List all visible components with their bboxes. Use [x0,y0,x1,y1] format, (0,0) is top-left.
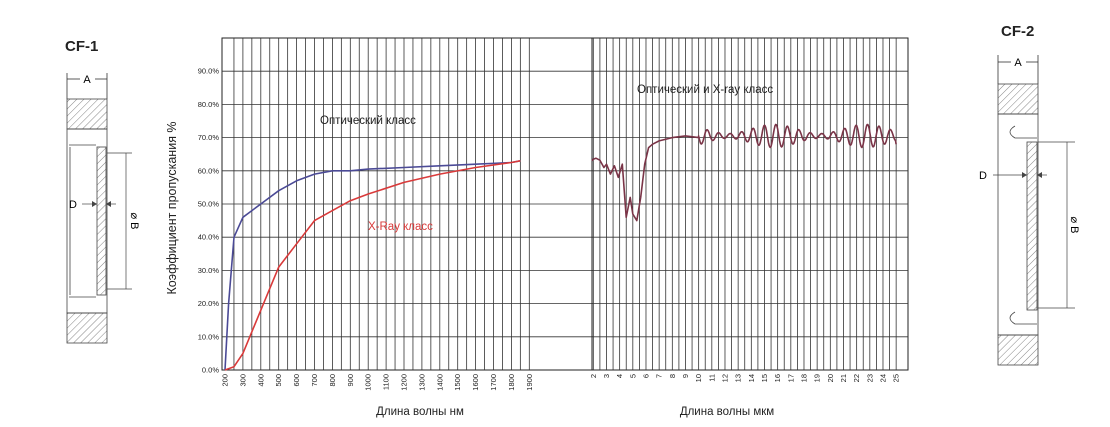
x-tick-label: 18 [799,374,808,382]
x-tick-label: 16 [773,374,782,382]
x-tick-label: 1600 [471,374,480,391]
x-tick-label: 2 [589,374,598,378]
x-tick-label: 22 [852,374,861,382]
y-tick-label: 60.0% [198,166,220,175]
x-tick-label: 600 [292,374,301,387]
cf2-title: CF-2 [1001,23,1035,40]
x-tick-label: 13 [734,374,743,382]
x-tick-label: 7 [655,374,664,378]
x-tick-label: 800 [328,374,337,387]
y-tick-label: 20.0% [198,299,220,308]
x-tick-label: 12 [720,374,729,382]
y-tick-label: 10.0% [198,332,220,341]
x-tick-label: 3 [602,374,611,378]
series-line-1 [224,160,521,371]
chart-ticks: 0.0% 10.0% 20.0% 30.0% 40.0% 50.0% 60.0% 70.0% 8… [198,67,901,391]
x-tick-label: 19 [813,374,822,382]
x-tick-label: 6 [641,374,650,378]
x-tick-label: 500 [274,374,283,387]
cf1-drawing: A ⌀ B D [66,73,140,344]
x-tick-label: 1800 [507,374,516,391]
x-axis-title-nm: Длина волны нм [376,406,464,418]
x-tick-label: 300 [238,374,247,387]
y-tick-label: 30.0% [198,266,220,275]
x-tick-label: 9 [681,374,690,378]
annotation-optical: Оптический класс [320,115,416,127]
chart-series [224,123,897,371]
annotation-combined: Оптический и X-ray класс [637,84,773,96]
cf1-title: CF-1 [65,38,99,55]
x-tick-label: 11 [707,374,716,382]
x-tick-label: 1700 [489,374,498,391]
cf2-label-d: D [979,170,987,182]
x-tick-label: 21 [839,374,848,382]
chart-grid [221,37,909,371]
x-tick-label: 23 [865,374,874,382]
cf1-label-b: ⌀ B [128,212,140,229]
x-tick-label: 1900 [525,374,534,391]
cf1-label-d: D [69,199,77,211]
x-tick-label: 900 [346,374,355,387]
x-tick-label: 25 [892,374,901,382]
y-axis-title: Коэффициент пропускания % [165,121,179,294]
x-tick-label: 1500 [453,374,462,391]
x-axis-title-um: Длина волны мкм [680,406,774,418]
y-tick-label: 40.0% [198,233,220,242]
cf2-label-a: A [1014,57,1022,69]
y-tick-label: 80.0% [198,100,220,109]
x-tick-label: 5 [628,374,637,378]
x-tick-label: 1200 [400,374,409,391]
x-tick-label: 700 [310,374,319,387]
y-tick-label: 50.0% [198,200,220,209]
transmission-chart: 0.0% 10.0% 20.0% 30.0% 40.0% 50.0% 60.0% 70.0% 8… [165,37,909,418]
x-tick-label: 400 [256,374,265,387]
x-tick-label: 1000 [364,374,373,391]
x-tick-label: 8 [668,374,677,378]
cf2-drawing: A ⌀ B D [979,55,1080,366]
y-tick-label: 90.0% [198,67,220,76]
x-tick-label: 14 [747,374,756,382]
x-tick-label: 15 [760,374,769,382]
y-tick-label: 70.0% [198,133,220,142]
x-tick-label: 17 [786,374,795,382]
x-tick-label: 1100 [382,374,391,390]
x-tick-label: 24 [878,374,887,382]
x-tick-label: 1400 [435,374,444,391]
cf2-label-b: ⌀ B [1068,216,1080,233]
series-line-2 [591,123,897,222]
annotation-xray: X-Ray класс [368,221,433,233]
x-tick-label: 1300 [417,374,426,391]
x-tick-label: 4 [615,374,624,378]
cf1-label-a: A [83,74,91,86]
x-tick-label: 10 [694,374,703,382]
series-line-0 [224,160,521,371]
y-tick-label: 0.0% [202,366,219,375]
x-tick-label: 20 [826,374,835,382]
x-tick-label: 200 [221,374,230,387]
